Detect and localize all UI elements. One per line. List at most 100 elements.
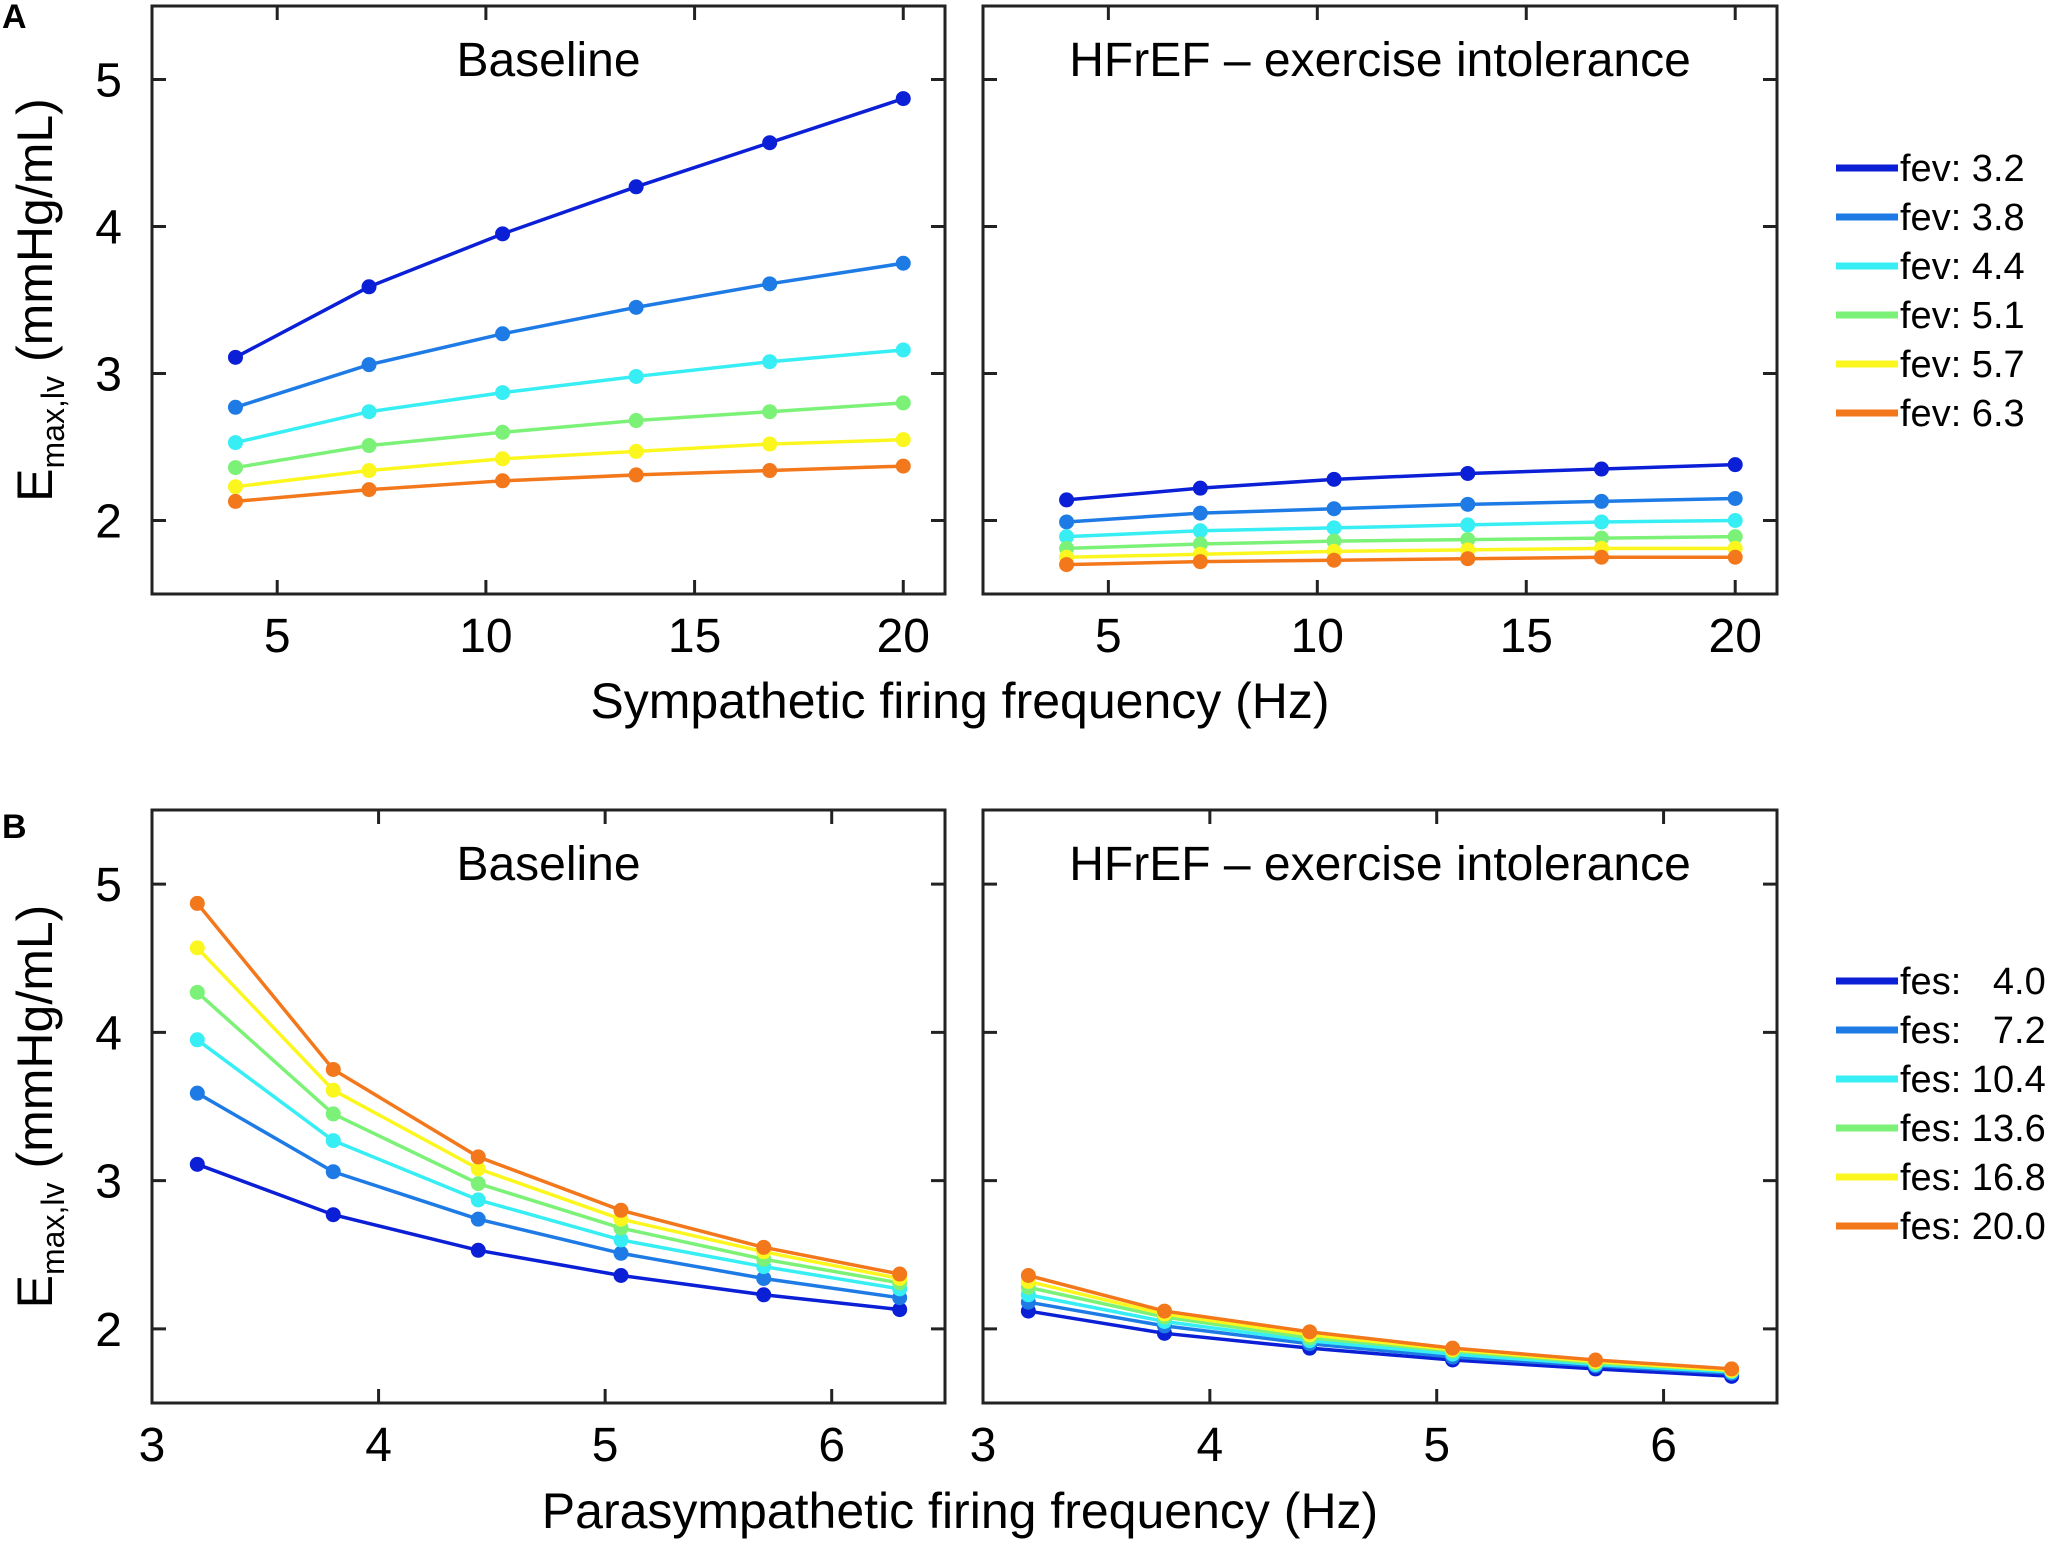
chart-panel-a-hfref: 5 10 15 20 HFrEF – exercise intolerance [981,4,1779,663]
series-line [1028,1309,1732,1379]
series-line [196,946,901,1281]
x-tick-label: 3 [970,1419,997,1472]
data-point [470,1176,486,1192]
y-axis-label-subscript: max,lv [35,376,71,468]
data-point [613,1202,629,1218]
y-axis-label: Emax,lv (mmHg/mL) [7,98,71,502]
data-point [495,473,511,489]
data-point [1020,1268,1036,1284]
legend-label: fes: 7.2 [1900,1010,2046,1052]
data-point [227,399,243,415]
data-point [1593,549,1609,565]
x-tick-label: 10 [1291,610,1344,663]
y-tick-label: 3 [95,1156,122,1209]
data-point [756,1239,772,1255]
x-tick-label: 5 [264,610,291,663]
data-point [325,1164,341,1180]
data-point [361,357,377,373]
data-point [1156,1303,1172,1319]
chart-panel-b-baseline: 3 4 5 6 2 3 4 5 Baseline Emax,lv (mmHg/mL) [7,808,947,1472]
chart-title: Baseline [456,34,640,87]
data-point [1302,1324,1318,1340]
chart-title: Baseline [456,838,640,891]
y-axis-label: Emax,lv (mmHg/mL) [7,905,71,1309]
data-point [227,479,243,495]
data-point [1059,529,1075,545]
series-line [234,96,904,359]
legend-label: fes: 16.8 [1900,1157,2046,1199]
data-point [1593,461,1609,477]
series-line [1066,534,1736,551]
data-point [495,326,511,342]
y-axis-label-main: E [7,1275,63,1308]
series-line [195,902,901,1276]
data-point [1192,505,1208,521]
data-point [628,467,644,483]
x-tick-label: 15 [668,610,721,663]
x-tick-label: 5 [1095,610,1122,663]
data-point [495,385,511,401]
legend-label: fes: 20.0 [1900,1206,2046,1248]
data-point [1326,520,1342,536]
data-point [227,435,243,451]
series-line [1027,1279,1732,1373]
data-point [628,413,644,429]
data-point [1593,530,1609,546]
data-point [361,438,377,454]
data-point [762,135,778,151]
x-tick-label: 4 [365,1419,392,1472]
x-tick-label: 10 [459,610,512,663]
series-line [196,1162,900,1312]
data-point [628,179,644,195]
series-line [196,991,900,1285]
data-point [1460,496,1476,512]
legend-label: fev: 6.3 [1900,393,2025,435]
x-tick-label: 5 [592,1419,619,1472]
x-tick-label: 20 [1709,610,1762,663]
chart-title: HFrEF – exercise intolerance [1069,838,1691,891]
legends-layer: fev: 3.2 fev: 3.8 fev: 4.4 fev: 5.1 fev: 5.7… [1836,148,2046,1248]
data-point [495,226,511,242]
axes-frame [981,808,1779,1405]
data-point [895,342,911,358]
series-line [235,348,904,445]
axes-frame [150,808,947,1405]
data-point [325,1061,341,1077]
data-point [470,1242,486,1258]
data-point [470,1192,486,1208]
data-point [189,984,205,1000]
data-point [628,299,644,315]
series-line [235,464,904,504]
data-point [613,1245,629,1261]
series-line [1066,546,1736,559]
series-line [196,1091,900,1300]
y-tick-label: 2 [95,1304,122,1357]
data-point [762,276,778,292]
x-tick-label: 5 [1423,1419,1450,1472]
data-point [361,463,377,479]
data-point [895,395,911,411]
data-point [762,436,778,452]
legend-b: fes: 4.0 fes: 7.2 fes: 10.4 fes: 13.6 fes: 1… [1836,961,2046,1248]
y-axis-label-units: (mmHg/mL) [7,98,63,362]
x-tick-label: 20 [877,610,930,663]
legend-label: fes: 13.6 [1900,1108,2046,1150]
data-point [1059,557,1075,573]
y-axis-label-subscript: max,lv [35,1183,71,1275]
charts-layer: 5 10 15 20 2 3 4 5 Baseline Emax,lv (mmHg/mL) 5 10 15… [7,4,1779,1472]
data-point [495,424,511,440]
data-point [762,354,778,370]
data-point [1059,492,1075,508]
data-point [892,1302,908,1318]
legend-label: fev: 5.7 [1900,344,2025,386]
panel-letter-b: B [2,808,27,846]
data-point [613,1232,629,1248]
data-point [227,460,243,476]
y-tick-label: 4 [95,202,122,255]
data-point [613,1268,629,1284]
data-point [1326,552,1342,568]
data-point [325,1106,341,1122]
legend-label: fev: 4.4 [1900,246,2025,288]
series-line [235,401,904,470]
